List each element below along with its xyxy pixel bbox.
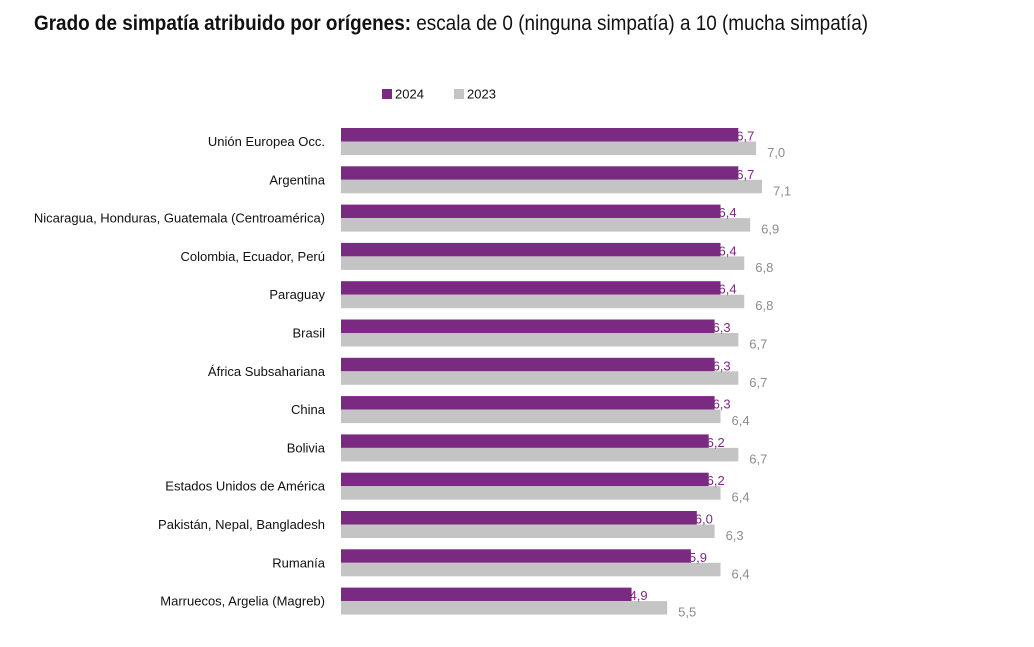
value-label-2024: 6,7 — [736, 129, 754, 144]
bar-2023 — [341, 294, 745, 309]
legend-swatch-2024 — [382, 89, 392, 99]
value-label-2024: 6,2 — [707, 473, 725, 488]
category-label: Argentina — [269, 172, 325, 187]
legend-label-2024: 2024 — [395, 87, 424, 102]
bar-2024 — [341, 396, 715, 410]
bar-2023 — [341, 179, 763, 194]
category-label: Paraguay — [269, 287, 325, 302]
value-label-2024: 6,7 — [736, 167, 754, 182]
chart-title: Grado de simpatía atribuido por orígenes… — [34, 12, 868, 36]
bar-2024 — [341, 434, 709, 448]
bar-2024 — [341, 357, 715, 372]
value-label-2024: 6,3 — [713, 397, 731, 412]
value-label-2024: 6,4 — [719, 282, 737, 297]
value-label-2024: 6,2 — [707, 435, 725, 450]
category-label: China — [291, 402, 326, 417]
bar-2024 — [341, 166, 739, 180]
bar-2024 — [341, 242, 721, 257]
value-label-2024: 6,3 — [713, 320, 731, 335]
bar-2024 — [341, 281, 721, 295]
bar-2023 — [341, 218, 751, 232]
bar-2023 — [341, 141, 757, 155]
value-label-2023: 6,9 — [761, 222, 779, 237]
bar-2024 — [341, 549, 691, 563]
value-label-2023: 7,1 — [773, 183, 791, 198]
value-label-2024: 4,9 — [630, 588, 648, 603]
value-label-2023: 6,8 — [755, 298, 773, 313]
value-label-2024: 6,0 — [695, 512, 713, 527]
value-label-2024: 6,4 — [719, 205, 737, 220]
bar-2023 — [341, 256, 745, 270]
value-label-2023: 7,0 — [767, 145, 785, 160]
value-label-2023: 6,4 — [732, 490, 750, 505]
category-label: Nicaragua, Honduras, Guatemala (Centroam… — [34, 211, 325, 226]
value-label-2023: 6,8 — [755, 260, 773, 275]
category-label: Colombia, Ecuador, Perú — [180, 249, 325, 264]
value-label-2024: 5,9 — [689, 550, 707, 565]
category-label: Marruecos, Argelia (Magreb) — [160, 594, 325, 609]
value-label-2023: 6,7 — [749, 451, 767, 466]
bar-2023 — [341, 562, 721, 577]
bar-2023 — [341, 371, 739, 385]
bar-2023 — [341, 486, 721, 500]
category-label: África Subsahariana — [208, 364, 326, 379]
bar-2024 — [341, 204, 721, 219]
bar-2023 — [341, 524, 715, 538]
value-label-2023: 6,7 — [749, 337, 767, 352]
value-label-2023: 6,3 — [726, 528, 744, 543]
bar-2024 — [341, 472, 709, 487]
legend-label-2023: 2023 — [467, 87, 496, 102]
legend-swatch-2023 — [454, 89, 464, 99]
chart-title-bold: Grado de simpatía atribuido por orígenes… — [34, 12, 412, 35]
bar-2024 — [341, 511, 697, 525]
value-label-2023: 6,4 — [732, 413, 750, 428]
chart-title-subtitle: escala de 0 (ninguna simpatía) a 10 (muc… — [416, 12, 869, 35]
category-label: Estados Unidos de América — [165, 479, 325, 494]
bar-2023 — [341, 447, 739, 462]
bar-2023 — [341, 409, 721, 424]
bar-2024 — [341, 587, 632, 602]
category-label: Pakistán, Nepal, Bangladesh — [158, 517, 325, 532]
value-label-2023: 5,5 — [678, 605, 696, 620]
bar-2024 — [341, 128, 739, 142]
category-label: Unión Europea Occ. — [208, 134, 325, 149]
category-label: Rumanía — [272, 555, 326, 570]
bar-2023 — [341, 601, 668, 615]
value-label-2023: 6,4 — [732, 566, 750, 581]
bar-2023 — [341, 333, 739, 347]
category-label: Bolivia — [287, 440, 326, 455]
category-label: Brasil — [292, 326, 325, 341]
bar-2024 — [341, 319, 715, 333]
value-label-2024: 6,4 — [719, 243, 737, 258]
value-label-2023: 6,7 — [749, 375, 767, 390]
value-label-2024: 6,3 — [713, 358, 731, 373]
